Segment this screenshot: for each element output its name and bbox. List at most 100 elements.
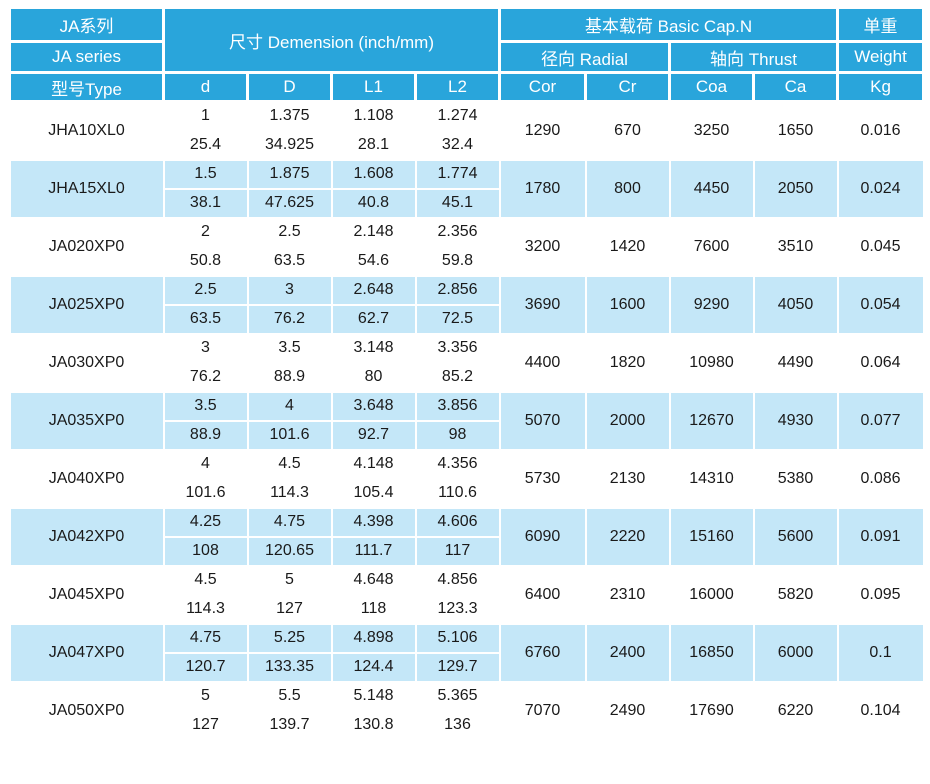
dim-inch-cell: 2 xyxy=(162,216,249,248)
model-cell: JA040XP0 xyxy=(8,448,165,509)
model-cell: JA042XP0 xyxy=(8,506,165,567)
header-series-cn: JA系列 xyxy=(8,6,165,43)
cap-cell: 670 xyxy=(584,100,671,161)
header-weight-en: Weight xyxy=(836,40,926,74)
cap-cell: 1600 xyxy=(584,274,671,335)
dim-mm-cell: 50.8 xyxy=(162,245,249,277)
dim-mm-cell: 124.4 xyxy=(330,651,417,683)
dim-mm-cell: 88.9 xyxy=(162,419,249,451)
dim-inch-cell: 1 xyxy=(162,100,249,132)
dim-mm-cell: 59.8 xyxy=(414,245,501,277)
dim-mm-cell: 133.35 xyxy=(246,651,333,683)
cap-cell: 2130 xyxy=(584,448,671,509)
dim-inch-cell: 2.5 xyxy=(246,216,333,248)
cap-cell: 10980 xyxy=(668,332,755,393)
cap-cell: 0.104 xyxy=(836,680,925,741)
header-col-d: d xyxy=(162,71,249,103)
dim-inch-cell: 2.5 xyxy=(162,274,249,306)
dim-mm-cell: 88.9 xyxy=(246,361,333,393)
cap-cell: 5070 xyxy=(498,390,587,451)
dim-inch-cell: 1.274 xyxy=(414,100,501,132)
dim-mm-cell: 62.7 xyxy=(330,303,417,335)
dim-mm-cell: 120.7 xyxy=(162,651,249,683)
dim-inch-cell: 4.148 xyxy=(330,448,417,480)
cap-cell: 0.045 xyxy=(836,216,925,277)
dim-inch-cell: 5.148 xyxy=(330,680,417,712)
header-col-kg: Kg xyxy=(836,71,926,103)
dim-inch-cell: 4 xyxy=(162,448,249,480)
header-col-cor: Cor xyxy=(498,71,587,103)
dim-mm-cell: 111.7 xyxy=(330,535,417,567)
dim-mm-cell: 54.6 xyxy=(330,245,417,277)
dim-inch-cell: 3.856 xyxy=(414,390,501,422)
dim-inch-cell: 4.356 xyxy=(414,448,501,480)
dim-mm-cell: 114.3 xyxy=(246,477,333,509)
model-cell: JHA15XL0 xyxy=(8,158,165,219)
dim-mm-cell: 76.2 xyxy=(162,361,249,393)
cap-cell: 1820 xyxy=(584,332,671,393)
header-col-L2: L2 xyxy=(414,71,501,103)
header-col-ca: Ca xyxy=(751,71,840,103)
dim-inch-cell: 4.398 xyxy=(330,506,417,538)
dim-inch-cell: 2.148 xyxy=(330,216,417,248)
dim-mm-cell: 98 xyxy=(414,419,501,451)
dim-inch-cell: 1.5 xyxy=(162,158,249,190)
dim-inch-cell: 4.606 xyxy=(414,506,501,538)
dim-inch-cell: 1.608 xyxy=(330,158,417,190)
cap-cell: 4490 xyxy=(752,332,839,393)
cap-cell: 15160 xyxy=(668,506,755,567)
dim-inch-cell: 1.108 xyxy=(330,100,417,132)
cap-cell: 0.077 xyxy=(836,390,925,451)
cap-cell: 2400 xyxy=(584,622,671,683)
header-basic-cap: 基本载荷 Basic Cap.N xyxy=(497,6,840,43)
header-type-label: 型号Type xyxy=(8,71,165,103)
cap-cell: 800 xyxy=(584,158,671,219)
cap-cell: 0.095 xyxy=(836,564,925,625)
cap-cell: 6090 xyxy=(498,506,587,567)
cap-cell: 0.024 xyxy=(836,158,925,219)
dim-mm-cell: 101.6 xyxy=(246,419,333,451)
dim-mm-cell: 85.2 xyxy=(414,361,501,393)
cap-cell: 17690 xyxy=(668,680,755,741)
dim-inch-cell: 4.5 xyxy=(246,448,333,480)
cap-cell: 16850 xyxy=(668,622,755,683)
dim-mm-cell: 63.5 xyxy=(162,303,249,335)
cap-cell: 7070 xyxy=(498,680,587,741)
dim-mm-cell: 63.5 xyxy=(246,245,333,277)
dim-mm-cell: 117 xyxy=(414,535,501,567)
cap-cell: 0.064 xyxy=(836,332,925,393)
dim-mm-cell: 136 xyxy=(414,709,501,741)
dim-inch-cell: 2.648 xyxy=(330,274,417,306)
dim-inch-cell: 4.648 xyxy=(330,564,417,596)
cap-cell: 4450 xyxy=(668,158,755,219)
cap-cell: 0.054 xyxy=(836,274,925,335)
dim-inch-cell: 3.148 xyxy=(330,332,417,364)
dim-inch-cell: 1.375 xyxy=(246,100,333,132)
header-col-coa: Coa xyxy=(668,71,755,103)
header-col-cr: Cr xyxy=(584,71,671,103)
dim-mm-cell: 139.7 xyxy=(246,709,333,741)
cap-cell: 5600 xyxy=(752,506,839,567)
dim-inch-cell: 3 xyxy=(246,274,333,306)
dim-inch-cell: 5 xyxy=(162,680,249,712)
dim-mm-cell: 45.1 xyxy=(414,187,501,219)
model-cell: JA035XP0 xyxy=(8,390,165,451)
cap-cell: 3690 xyxy=(498,274,587,335)
model-cell: JA047XP0 xyxy=(8,622,165,683)
cap-cell: 2000 xyxy=(584,390,671,451)
model-cell: JA045XP0 xyxy=(8,564,165,625)
dim-mm-cell: 34.925 xyxy=(246,129,333,161)
dim-mm-cell: 127 xyxy=(162,709,249,741)
dim-mm-cell: 80 xyxy=(330,361,417,393)
header-series-en: JA series xyxy=(8,40,165,74)
dim-inch-cell: 5 xyxy=(246,564,333,596)
dim-inch-cell: 5.106 xyxy=(414,622,501,654)
dim-inch-cell: 3.356 xyxy=(414,332,501,364)
dim-inch-cell: 4 xyxy=(246,390,333,422)
cap-cell: 4930 xyxy=(752,390,839,451)
cap-cell: 2220 xyxy=(584,506,671,567)
dim-inch-cell: 3.648 xyxy=(330,390,417,422)
cap-cell: 4050 xyxy=(752,274,839,335)
dim-inch-cell: 1.774 xyxy=(414,158,501,190)
cap-cell: 4400 xyxy=(498,332,587,393)
